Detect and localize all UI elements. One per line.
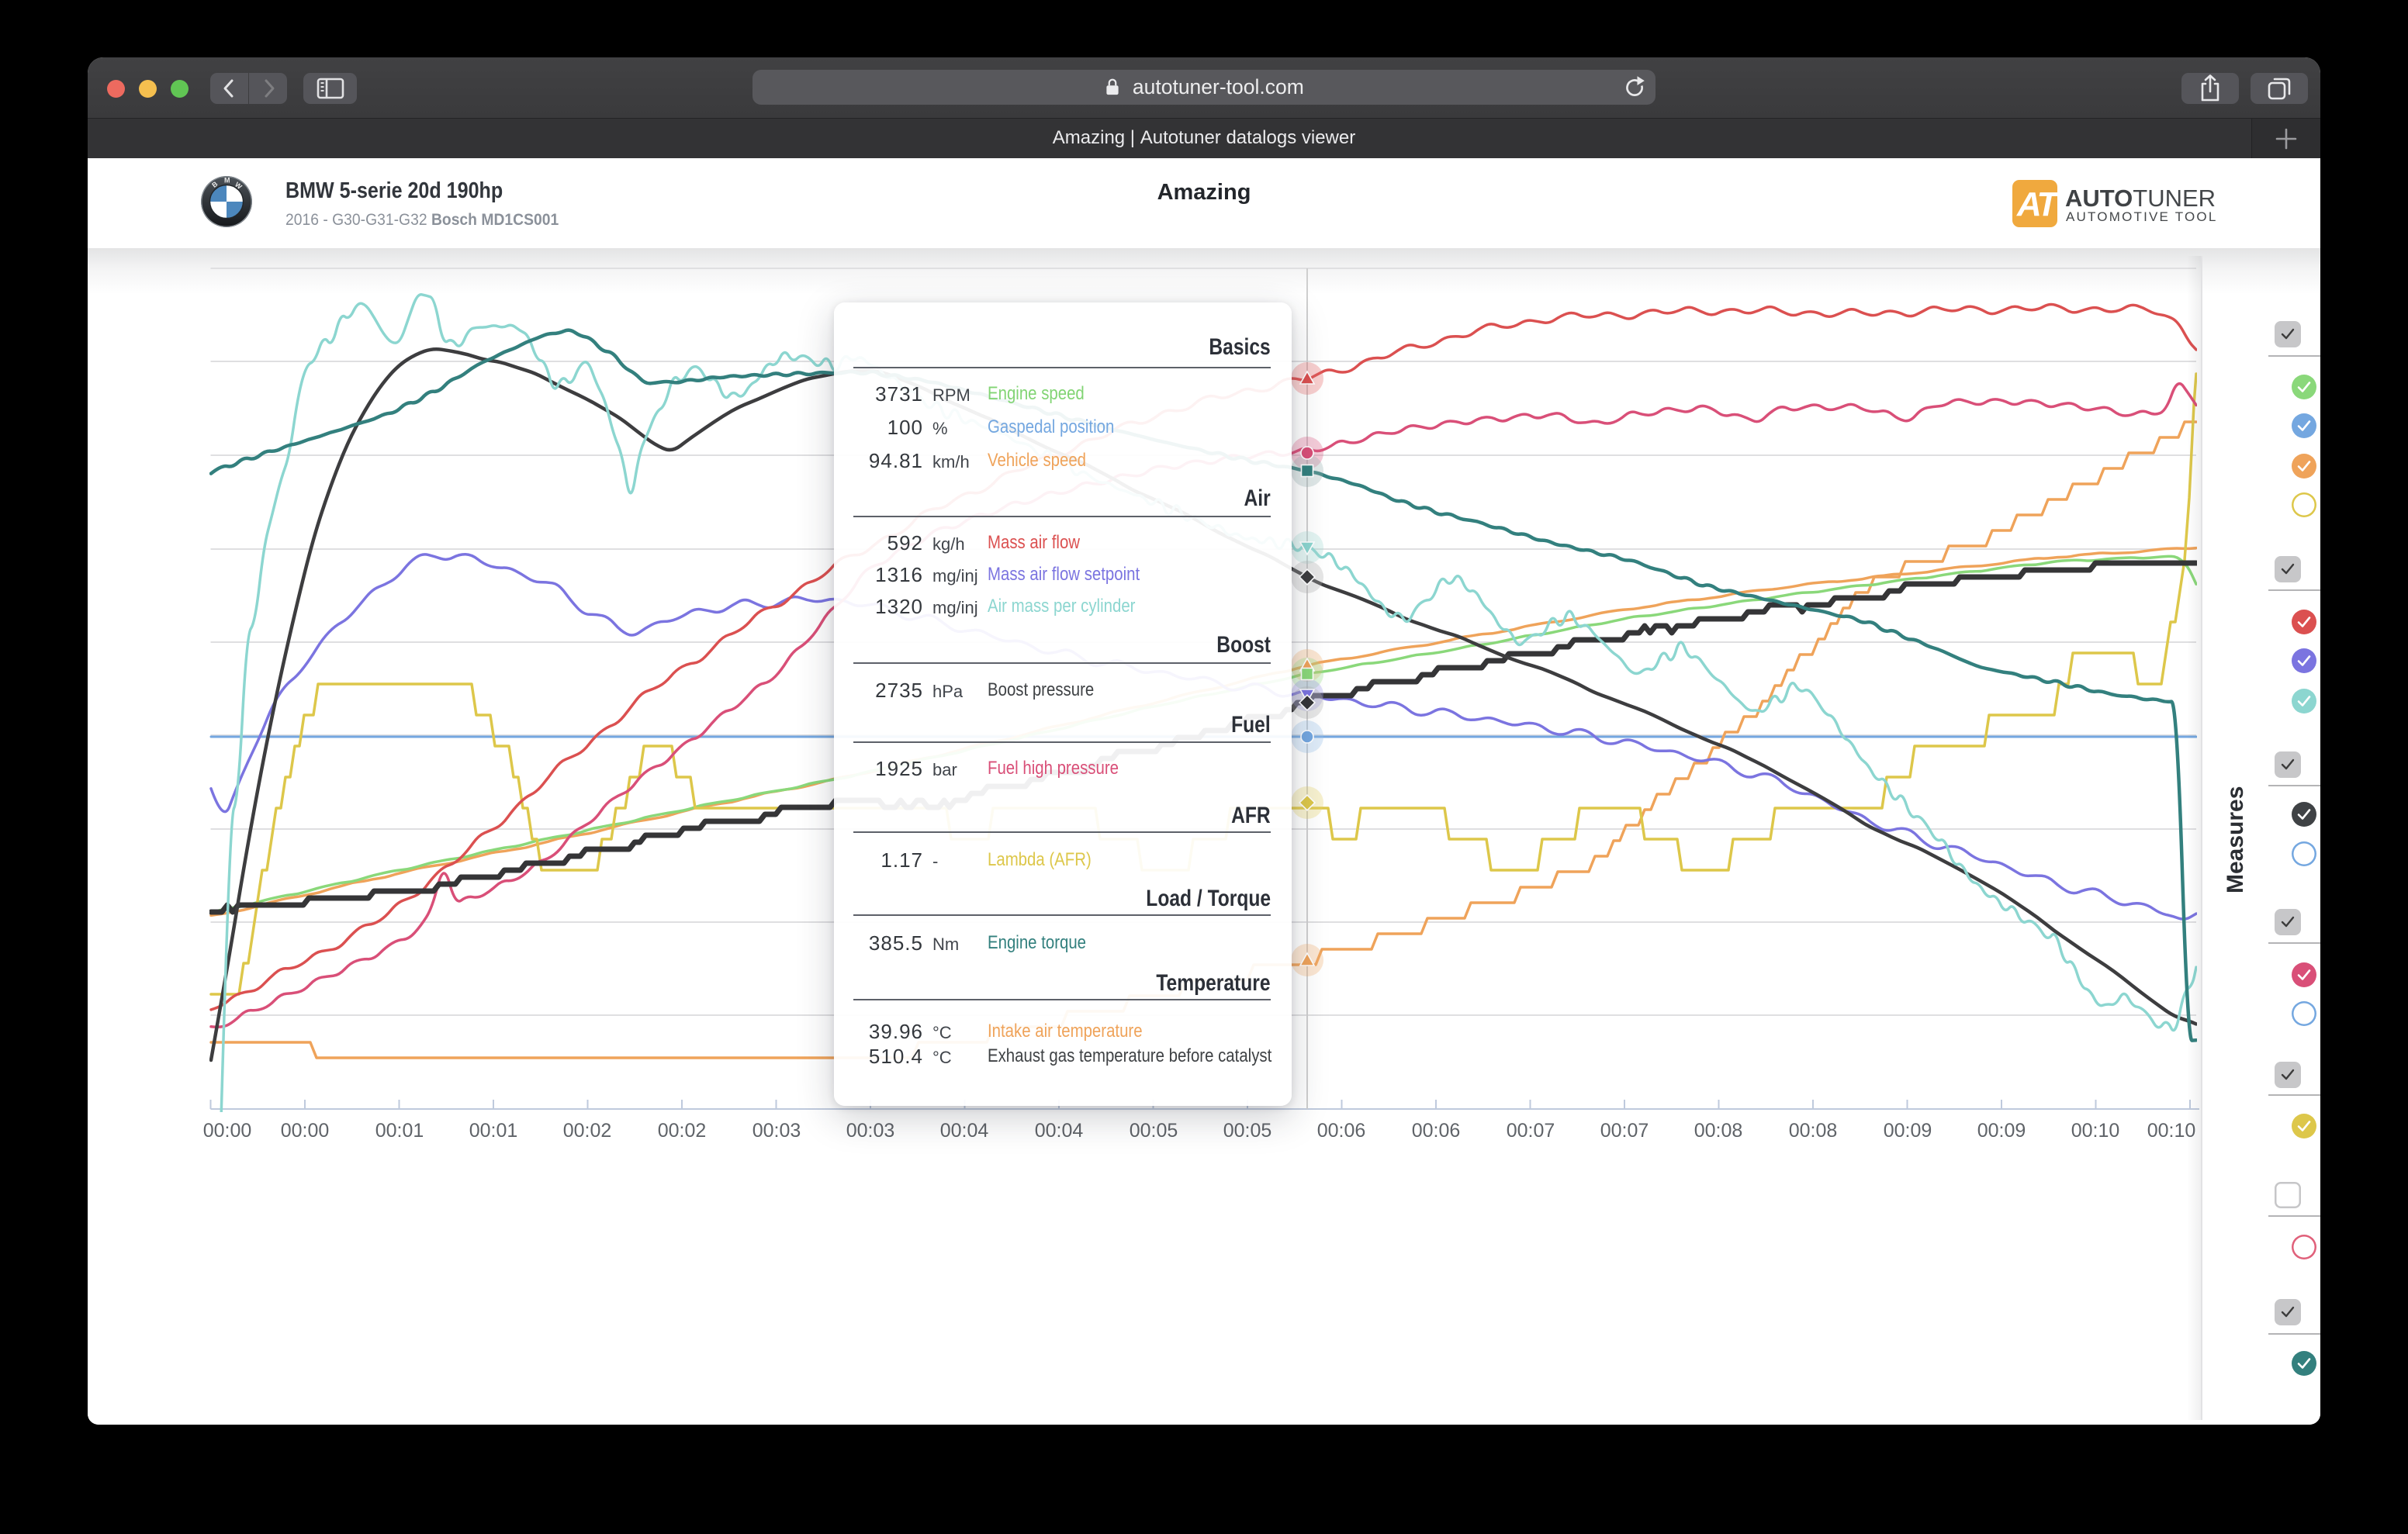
svg-text:00:07: 00:07 [1600,1120,1649,1142]
svg-text:00:01: 00:01 [375,1120,424,1142]
svg-text:00:09: 00:09 [1977,1120,2026,1142]
svg-text:00:02: 00:02 [563,1120,612,1142]
svg-text:00:05: 00:05 [1223,1120,1272,1142]
svg-text:00:04: 00:04 [940,1120,989,1142]
svg-text:AT: AT [2016,185,2057,223]
svg-text:00:07: 00:07 [1507,1120,1555,1142]
svg-text:00:08: 00:08 [1694,1120,1743,1142]
svg-text:00:10: 00:10 [2147,1120,2196,1142]
svg-text:00:03: 00:03 [752,1120,801,1142]
svg-text:M: M [224,177,230,185]
svg-text:00:04: 00:04 [1035,1120,1084,1142]
svg-text:00:03: 00:03 [846,1120,895,1142]
svg-text:00:06: 00:06 [1412,1120,1461,1142]
svg-text:00:08: 00:08 [1789,1120,1838,1142]
svg-text:00:06: 00:06 [1317,1120,1366,1142]
svg-text:00:02: 00:02 [658,1120,707,1142]
svg-text:00:01: 00:01 [469,1120,518,1142]
svg-text:00:00: 00:00 [203,1120,252,1142]
svg-text:00:05: 00:05 [1130,1120,1178,1142]
svg-text:00:10: 00:10 [2071,1120,2120,1142]
svg-text:B: B [210,180,220,189]
svg-text:00:09: 00:09 [1884,1120,1932,1142]
svg-text:00:00: 00:00 [281,1120,330,1142]
